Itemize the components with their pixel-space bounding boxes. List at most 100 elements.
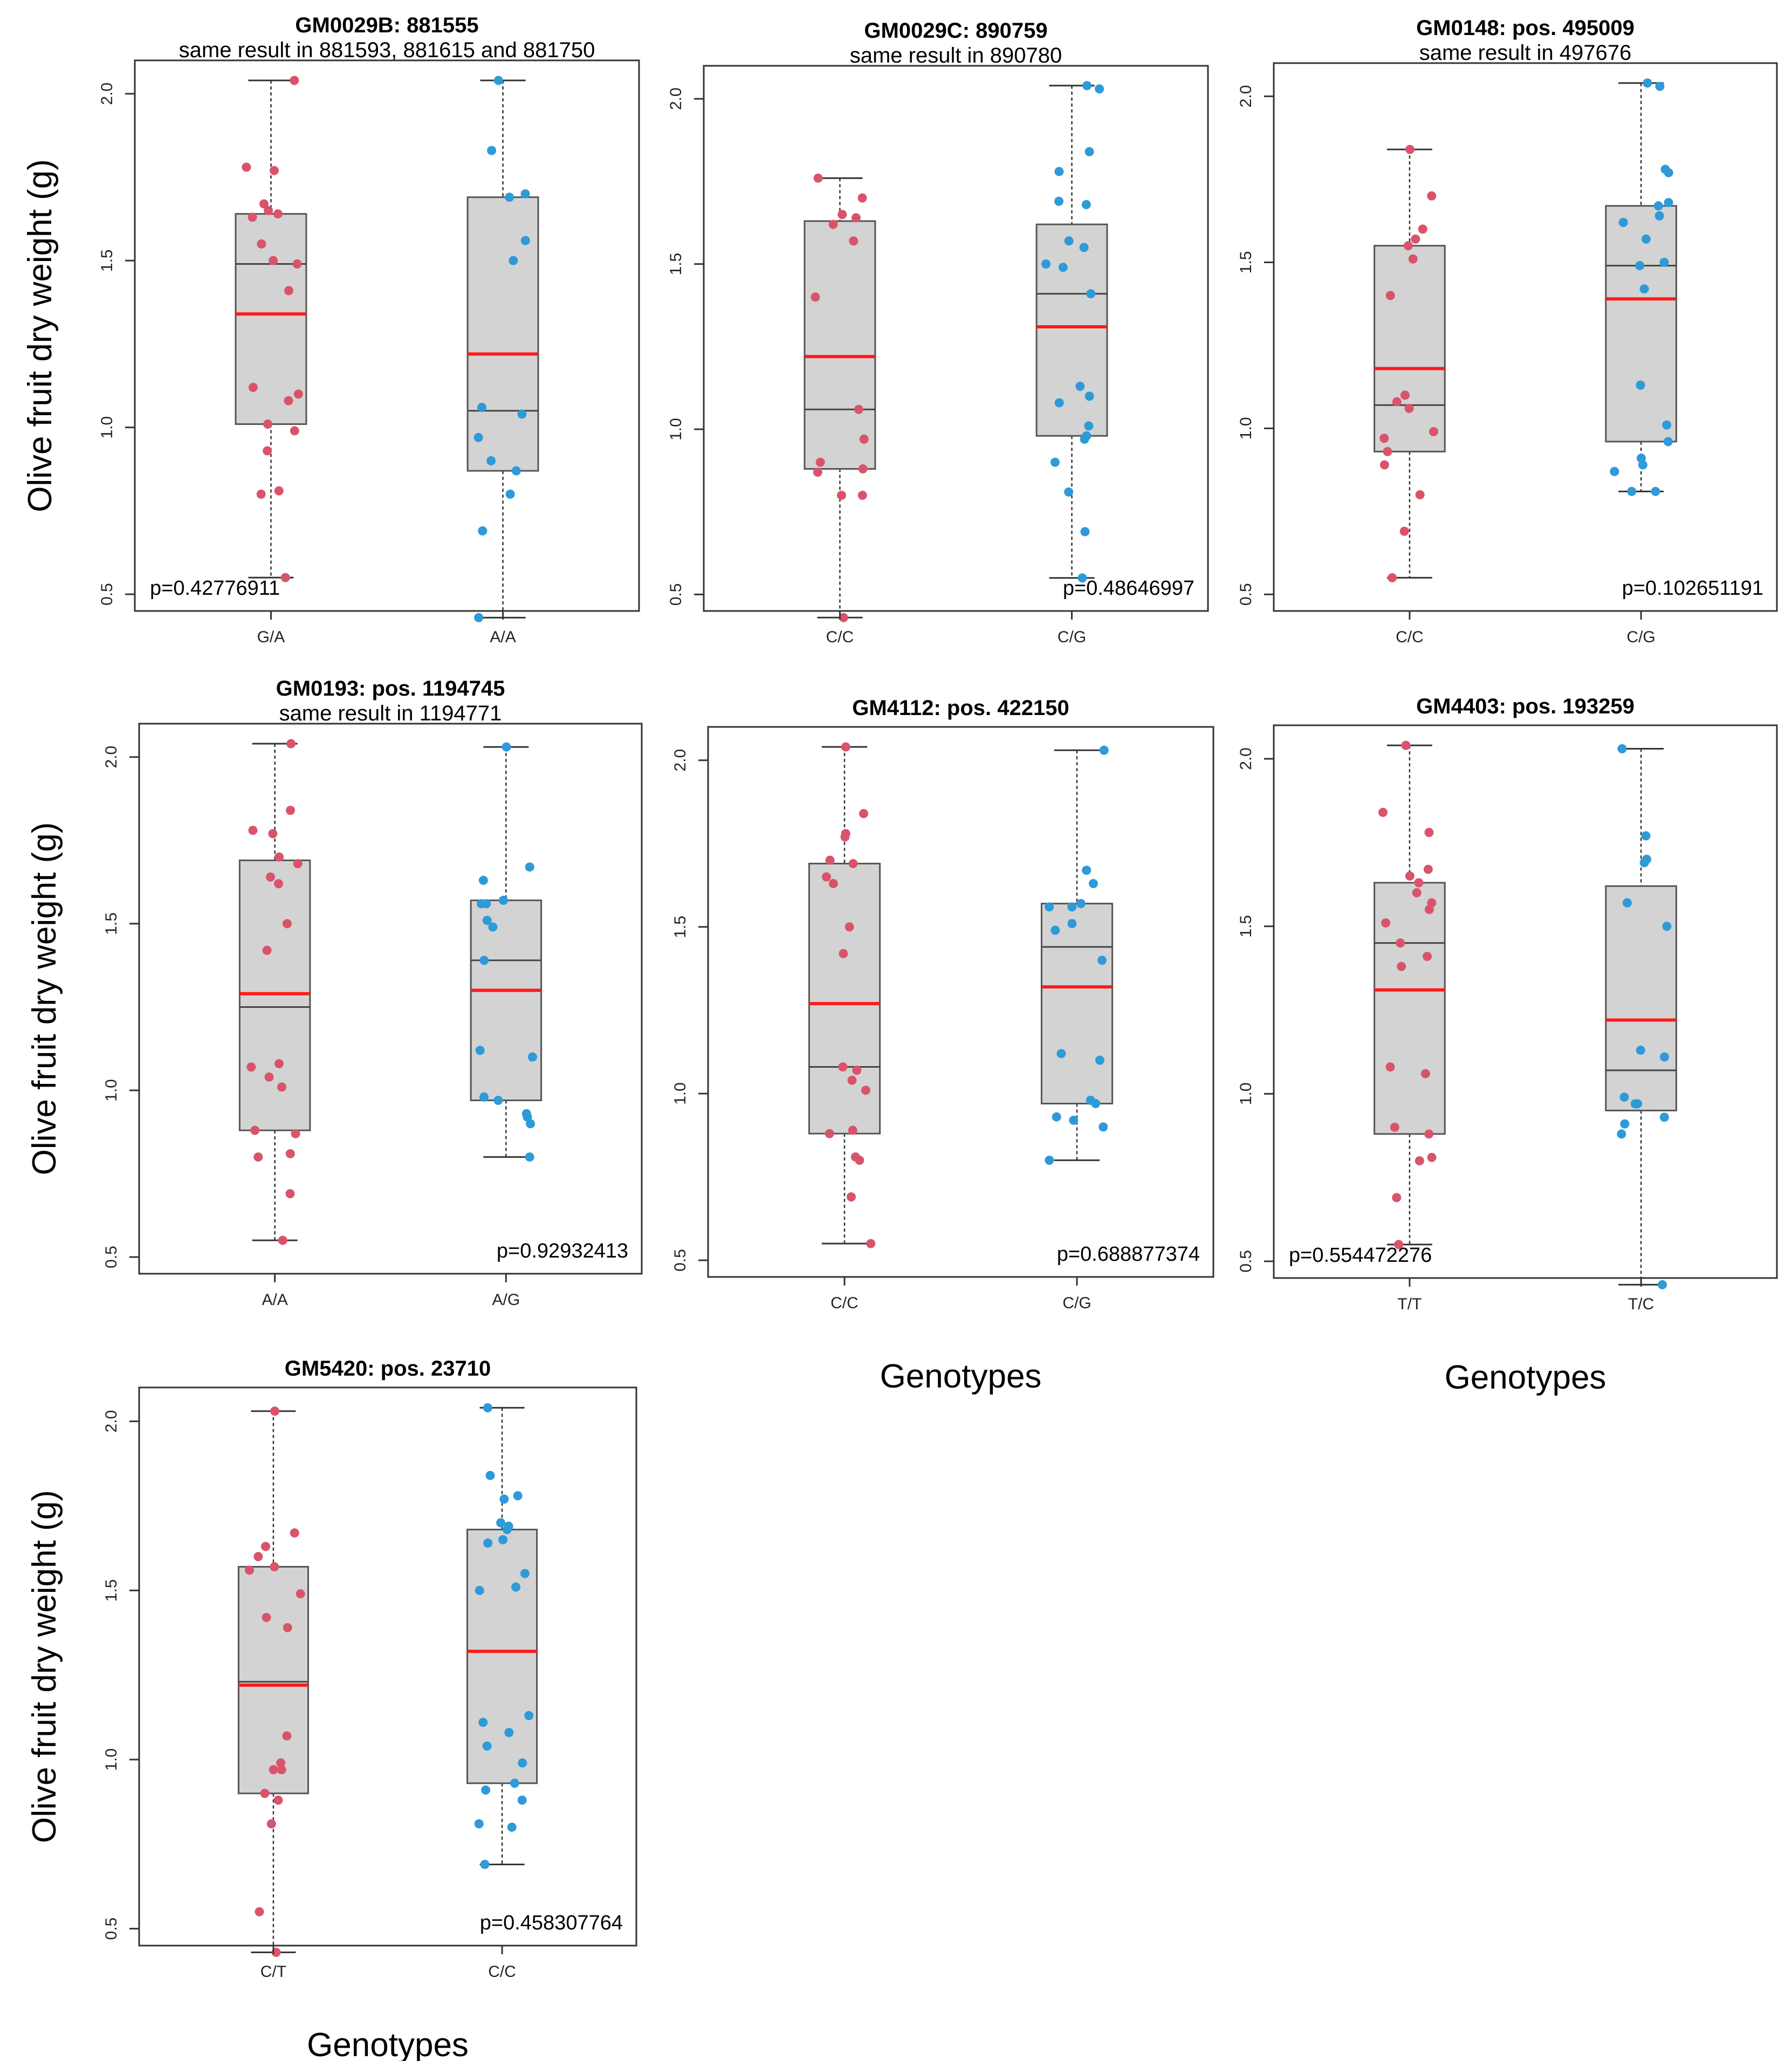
data-point bbox=[1390, 1122, 1399, 1132]
panel-title: GM5420: pos. 23710 bbox=[285, 1357, 491, 1380]
group-C-C bbox=[804, 173, 876, 622]
y-tick-label: 1.5 bbox=[102, 1579, 120, 1602]
data-point bbox=[1636, 380, 1645, 390]
data-point bbox=[1659, 1052, 1669, 1062]
data-point bbox=[811, 292, 820, 302]
data-point bbox=[259, 199, 269, 209]
panel-title: GM0029C: 890759 bbox=[864, 19, 1047, 43]
data-point bbox=[1058, 263, 1068, 272]
y-tick-label: 2.0 bbox=[102, 1410, 120, 1433]
data-point bbox=[485, 1471, 495, 1480]
data-point bbox=[482, 916, 492, 925]
data-point bbox=[498, 896, 508, 905]
data-point bbox=[290, 426, 299, 436]
y-tick-label: 1.5 bbox=[98, 249, 116, 272]
data-point bbox=[260, 1789, 270, 1798]
y-axis-label: Olive fruit dry weight (g) bbox=[22, 159, 59, 512]
data-point bbox=[1427, 191, 1437, 201]
y-tick-label: 1.0 bbox=[98, 416, 116, 439]
data-point bbox=[1064, 487, 1074, 497]
data-point bbox=[1423, 952, 1432, 961]
data-point bbox=[1082, 865, 1091, 875]
data-point bbox=[474, 613, 484, 622]
panel-title: GM4112: pos. 422150 bbox=[852, 696, 1069, 720]
iqr-box bbox=[1605, 205, 1677, 443]
data-point bbox=[1392, 1193, 1402, 1203]
data-point bbox=[250, 1125, 260, 1135]
data-point bbox=[1641, 831, 1651, 841]
data-point bbox=[286, 739, 296, 748]
data-point bbox=[1054, 167, 1064, 176]
data-point bbox=[244, 1565, 254, 1575]
plot-frame bbox=[1273, 62, 1778, 612]
y-tick-label: 1.0 bbox=[1237, 1082, 1255, 1105]
data-point bbox=[1099, 745, 1109, 755]
p-value-label: p=0.458307764 bbox=[480, 1912, 623, 1934]
data-point bbox=[480, 1859, 490, 1869]
data-point bbox=[828, 879, 838, 889]
data-point bbox=[285, 806, 295, 815]
y-tick-label: 2.0 bbox=[98, 83, 116, 105]
data-point bbox=[1610, 466, 1619, 476]
data-point bbox=[263, 419, 272, 429]
data-point bbox=[1418, 224, 1427, 234]
plot-frame bbox=[138, 1386, 637, 1947]
data-point bbox=[1662, 922, 1672, 931]
data-point bbox=[1424, 828, 1434, 837]
data-point bbox=[486, 456, 496, 466]
data-point bbox=[1659, 257, 1669, 267]
data-point bbox=[859, 809, 869, 819]
data-point bbox=[846, 1192, 856, 1202]
data-point bbox=[511, 1582, 521, 1592]
x-tick-label: G/A bbox=[257, 628, 285, 646]
data-point bbox=[493, 75, 503, 85]
data-point bbox=[257, 239, 266, 249]
data-point bbox=[1069, 1115, 1079, 1125]
data-point bbox=[1424, 905, 1434, 915]
y-tick-label: 1.5 bbox=[667, 253, 685, 276]
data-point bbox=[475, 1585, 484, 1595]
group-A-G bbox=[470, 742, 543, 1162]
data-point bbox=[1618, 218, 1628, 228]
data-point bbox=[1385, 291, 1395, 300]
data-point bbox=[1403, 241, 1413, 251]
y-axis-label: Olive fruit dry weight (g) bbox=[26, 1490, 63, 1843]
data-point bbox=[264, 205, 273, 215]
data-point bbox=[1651, 486, 1660, 496]
data-point bbox=[499, 1494, 509, 1504]
iqr-box bbox=[237, 1565, 309, 1795]
data-point bbox=[1084, 147, 1094, 156]
x-tick-label: A/A bbox=[490, 628, 516, 646]
data-point bbox=[1399, 526, 1409, 536]
data-point bbox=[1388, 573, 1397, 582]
data-point bbox=[821, 872, 831, 882]
y-tick-label: 1.5 bbox=[671, 916, 689, 938]
y-tick-label: 0.5 bbox=[102, 1918, 120, 1940]
data-point bbox=[284, 286, 293, 296]
data-point bbox=[1378, 808, 1388, 817]
data-point bbox=[520, 236, 530, 245]
group-C-G bbox=[1605, 78, 1677, 496]
data-point bbox=[854, 404, 863, 414]
panel-6: 0.5 1.0 1.5 2.0 GM4403: pos. 193259 Genotypes… bbox=[1237, 695, 1778, 1396]
data-point bbox=[248, 382, 258, 392]
data-point bbox=[274, 486, 284, 496]
data-point bbox=[1396, 938, 1405, 948]
plot-frame bbox=[1273, 724, 1778, 1279]
data-point bbox=[1627, 486, 1637, 496]
data-point bbox=[253, 1552, 263, 1562]
data-point bbox=[1620, 1119, 1630, 1129]
y-tick-label: 0.5 bbox=[98, 583, 116, 606]
data-point bbox=[1408, 254, 1418, 264]
data-point bbox=[269, 166, 279, 175]
y-tick-label: 1.5 bbox=[1237, 915, 1255, 938]
y-tick-label: 0.5 bbox=[667, 583, 685, 606]
data-point bbox=[270, 1406, 280, 1416]
y-tick-label: 1.0 bbox=[667, 418, 685, 441]
data-point bbox=[1397, 961, 1406, 971]
y-tick-label: 2.0 bbox=[667, 87, 685, 110]
data-point bbox=[1400, 390, 1410, 400]
y-tick-label: 2.0 bbox=[1237, 747, 1255, 770]
